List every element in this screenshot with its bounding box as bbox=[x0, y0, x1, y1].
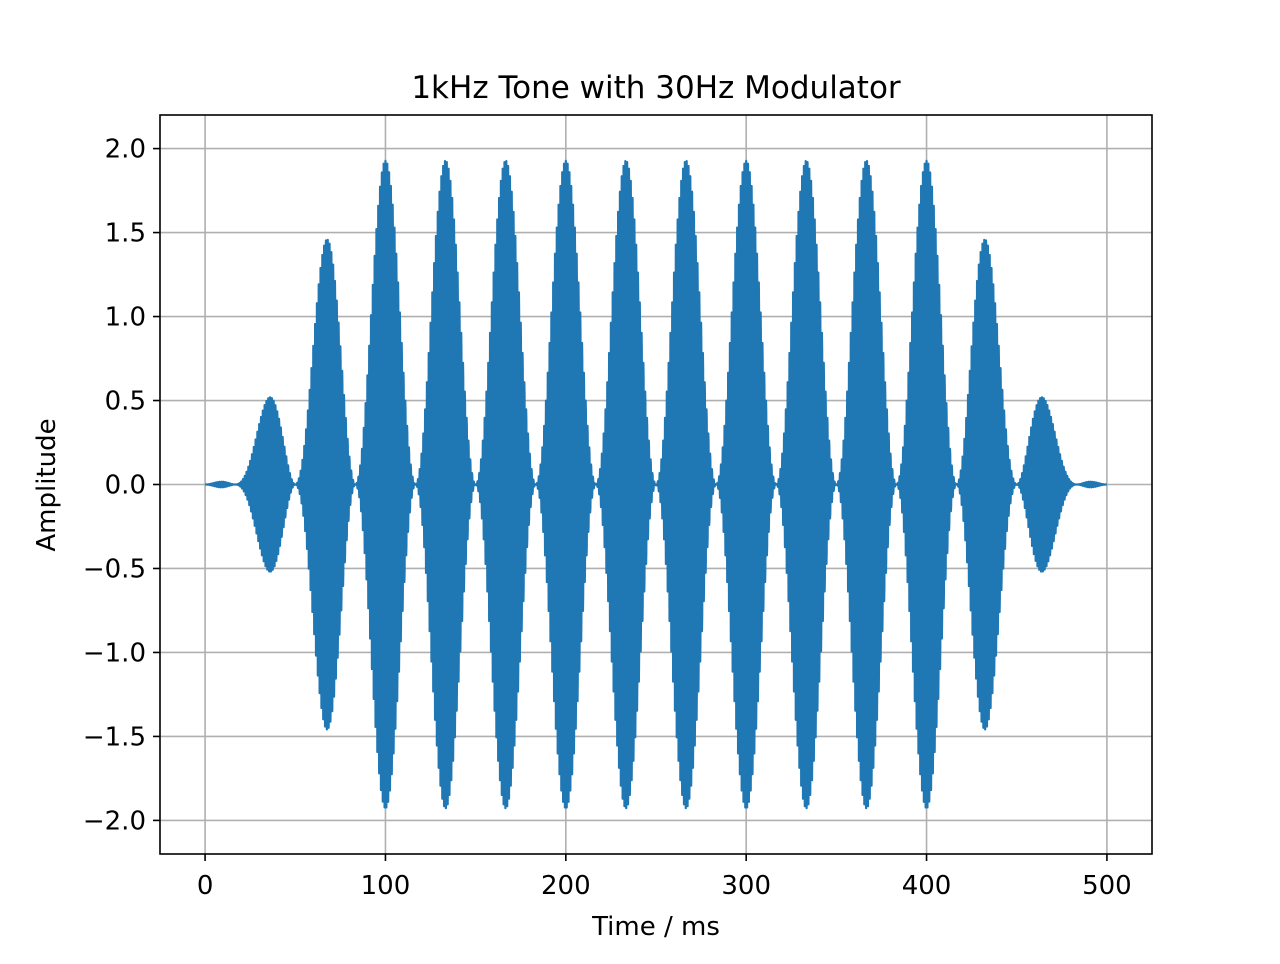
x-tick-label: 300 bbox=[721, 871, 771, 901]
x-tick-label: 100 bbox=[361, 871, 411, 901]
y-tick-label: 1.0 bbox=[105, 303, 146, 333]
y-axis-label: Amplitude bbox=[32, 418, 62, 551]
x-tick-label: 500 bbox=[1082, 871, 1132, 901]
y-tick-label: 0.5 bbox=[105, 387, 146, 417]
ticks: 0 100 200 300 400 500 −2.0 −1.5 −1.0 −0.5 0.0 0.5 1.… bbox=[83, 135, 1132, 901]
series-line-signal bbox=[204, 159, 1108, 810]
y-tick-label: 0.0 bbox=[105, 471, 146, 501]
y-tick-label: −1.0 bbox=[83, 638, 146, 668]
y-tick-label: 1.5 bbox=[105, 219, 146, 249]
x-axis-label: Time / ms bbox=[591, 912, 720, 942]
x-tick-label: 400 bbox=[902, 871, 952, 901]
x-tick-label: 200 bbox=[541, 871, 591, 901]
y-tick-label: 2.0 bbox=[105, 135, 146, 165]
y-tick-label: −1.5 bbox=[83, 722, 146, 752]
plot-area bbox=[204, 159, 1108, 810]
y-tick-label: −0.5 bbox=[83, 554, 146, 584]
y-tick-label: −2.0 bbox=[83, 806, 146, 836]
x-tick-label: 0 bbox=[197, 871, 214, 901]
chart-title: 1kHz Tone with 30Hz Modulator bbox=[411, 70, 901, 106]
